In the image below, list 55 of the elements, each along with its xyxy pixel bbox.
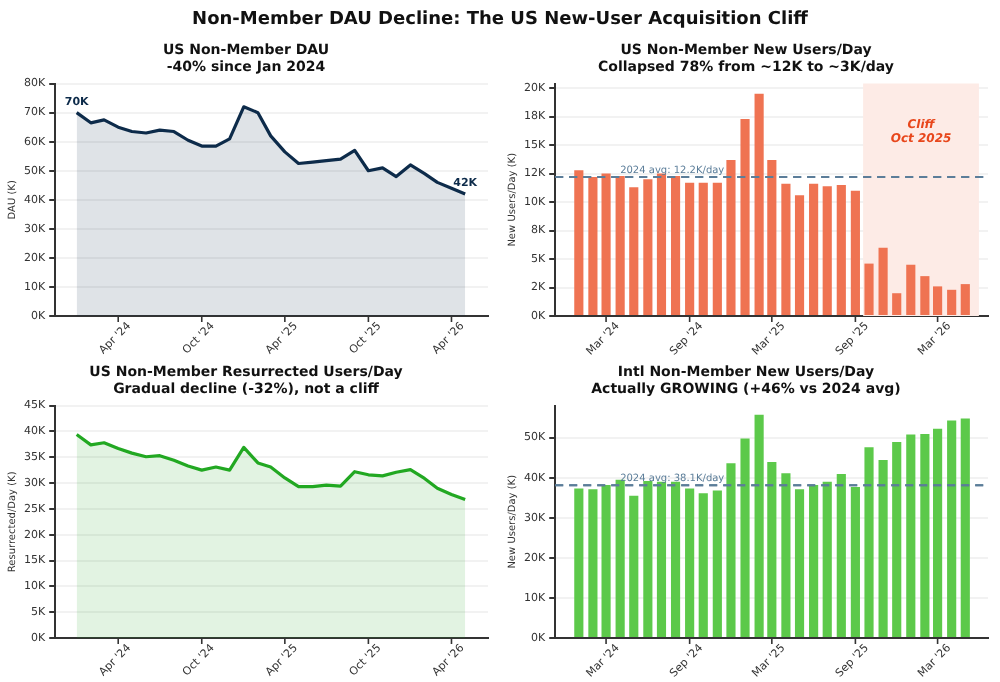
bar <box>920 434 930 637</box>
bar <box>892 293 902 315</box>
bar <box>947 289 957 315</box>
bar <box>933 286 943 315</box>
bar <box>712 182 722 315</box>
bar <box>850 190 860 315</box>
bar <box>822 481 832 637</box>
bar <box>809 484 819 637</box>
bar <box>629 187 639 315</box>
bar <box>574 170 584 315</box>
bar <box>656 173 667 315</box>
bar <box>740 118 750 315</box>
bar <box>588 177 598 315</box>
bar <box>794 489 805 637</box>
bar <box>822 186 832 315</box>
bar <box>574 488 584 637</box>
bar <box>712 490 722 637</box>
bar <box>588 489 598 637</box>
bar <box>629 495 639 637</box>
bar <box>906 264 916 315</box>
bar <box>864 447 874 637</box>
bar <box>601 484 611 637</box>
bar <box>670 175 681 315</box>
bar <box>864 263 874 315</box>
bar <box>809 183 819 315</box>
bar <box>836 474 846 637</box>
bar <box>892 442 902 637</box>
bar <box>698 493 708 637</box>
text: Non-Member DAU Decline: The US New-User Acquisition Cliff <box>192 9 808 29</box>
bar <box>656 481 667 637</box>
bar <box>685 182 695 315</box>
bar <box>740 438 750 637</box>
bar <box>643 179 653 315</box>
bar <box>698 182 708 315</box>
bar <box>781 183 791 315</box>
bar <box>643 480 653 637</box>
bar <box>878 247 888 315</box>
bar <box>670 481 681 637</box>
bar <box>878 460 888 637</box>
bar <box>601 173 611 315</box>
bar <box>794 195 805 315</box>
bar <box>920 276 930 315</box>
bar <box>685 488 695 637</box>
bar <box>615 175 625 315</box>
bar <box>726 159 736 315</box>
bar <box>781 473 791 637</box>
bar <box>726 463 736 637</box>
bar <box>933 428 943 637</box>
bar <box>947 420 957 637</box>
bar <box>960 284 970 315</box>
bar <box>836 184 846 315</box>
bar <box>615 479 625 637</box>
bar <box>850 486 860 637</box>
bar <box>906 434 916 637</box>
bar <box>960 418 970 637</box>
